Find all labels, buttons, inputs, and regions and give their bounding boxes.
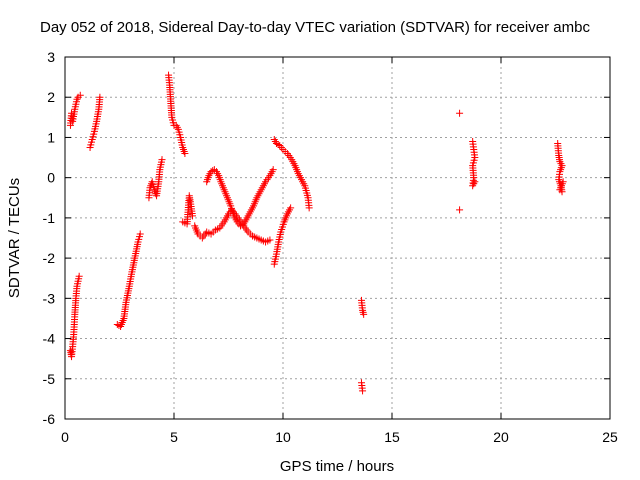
data-point xyxy=(96,93,104,101)
x-tick-label: 25 xyxy=(602,429,618,445)
data-point xyxy=(274,140,282,148)
x-tick-label: 0 xyxy=(61,429,69,445)
y-tick-label: 3 xyxy=(47,49,55,65)
data-point xyxy=(158,156,166,164)
data-point xyxy=(456,109,464,117)
x-tick-label: 5 xyxy=(170,429,178,445)
data-point xyxy=(559,178,567,186)
y-tick-label: 0 xyxy=(47,170,55,186)
data-point xyxy=(269,166,277,174)
data-points xyxy=(66,71,567,395)
y-tick-label: 1 xyxy=(47,129,55,145)
chart-title: Day 052 of 2018, Sidereal Day-to-day VTE… xyxy=(40,19,590,36)
y-tick-label: -6 xyxy=(43,411,56,427)
y-tick-label: -2 xyxy=(43,250,56,266)
y-tick-label: -4 xyxy=(43,331,56,347)
data-point xyxy=(471,178,479,186)
data-point xyxy=(305,204,313,212)
y-tick-label: -1 xyxy=(43,210,56,226)
data-point xyxy=(266,236,274,244)
y-tick-label: -5 xyxy=(43,371,56,387)
y-tick-label: 2 xyxy=(47,89,55,105)
data-point xyxy=(75,272,83,280)
x-axis-label: GPS time / hours xyxy=(280,458,394,475)
data-point xyxy=(181,150,189,158)
x-tick-label: 20 xyxy=(493,429,509,445)
y-axis-label: SDTVAR / TECUs xyxy=(6,178,23,298)
x-tick-label: 15 xyxy=(384,429,400,445)
data-point xyxy=(359,387,367,395)
plot-frame xyxy=(64,56,611,420)
data-point xyxy=(189,212,197,220)
grid-layer xyxy=(65,57,610,419)
data-point xyxy=(209,167,217,175)
data-point xyxy=(287,204,295,212)
data-point xyxy=(136,230,144,238)
y-tick-label: -3 xyxy=(43,290,56,306)
data-point xyxy=(456,206,464,214)
data-point xyxy=(360,310,368,318)
data-point xyxy=(76,91,84,99)
x-tick-label: 10 xyxy=(275,429,291,445)
